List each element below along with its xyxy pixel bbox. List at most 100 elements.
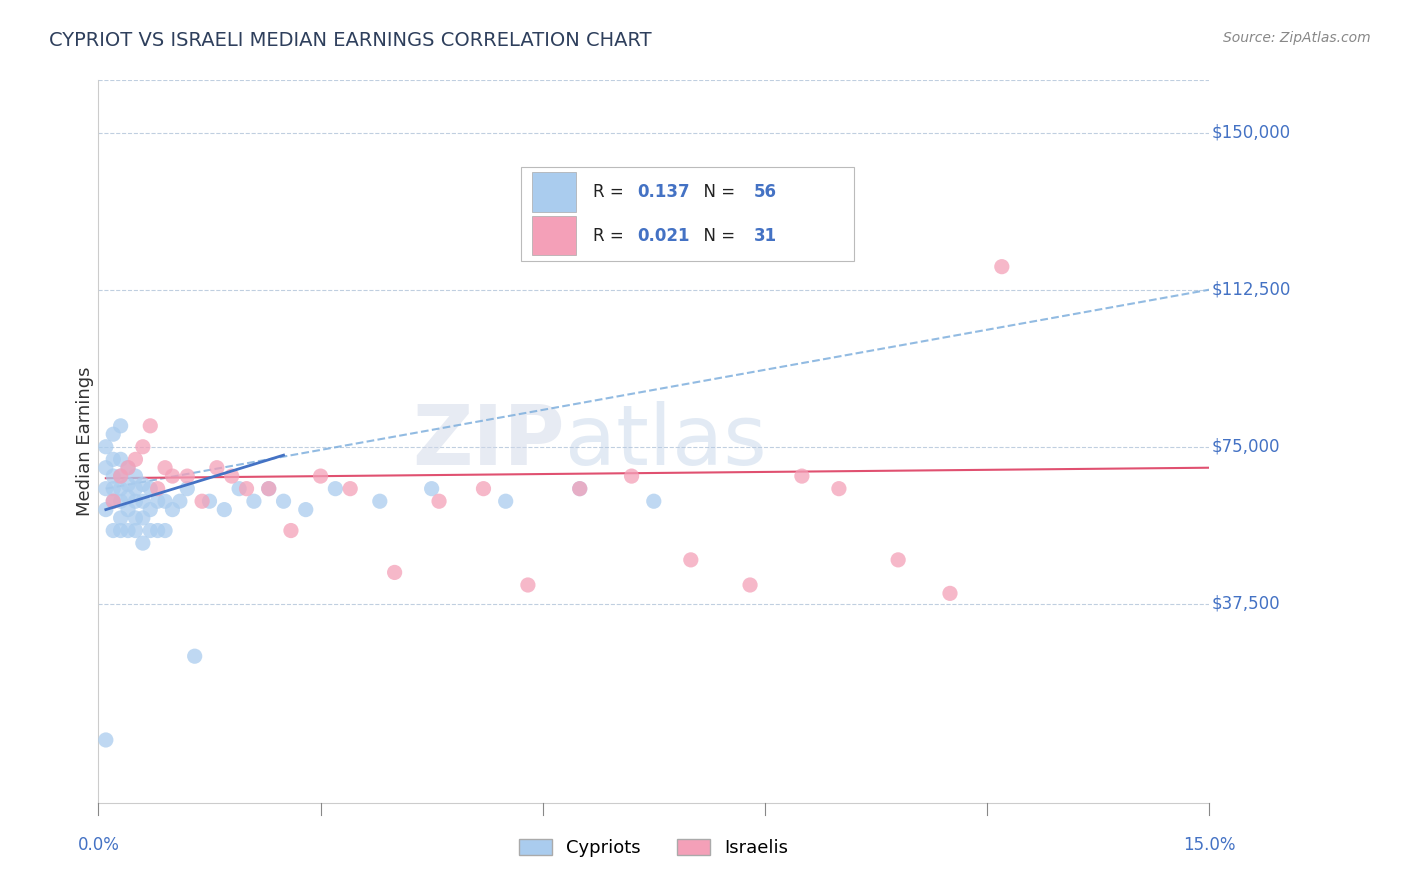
Point [235,482,257,496]
Point [146,524,169,538]
Point [132,536,155,550]
Text: ZIP: ZIP [412,401,565,482]
Text: R =: R = [593,227,628,244]
Point [568,482,591,496]
Text: 0.137: 0.137 [637,183,690,202]
Point [790,469,813,483]
Point [146,494,169,508]
Point [124,494,146,508]
Point [124,452,146,467]
Text: 31: 31 [754,227,778,244]
Point [117,524,139,538]
Point [103,427,125,442]
Point [887,553,910,567]
Point [103,494,125,508]
Point [153,524,176,538]
Point [94,460,117,475]
Point [384,566,406,580]
FancyBboxPatch shape [520,167,853,260]
Point [124,524,146,538]
Text: Median Earnings: Median Earnings [76,367,94,516]
Point [94,440,117,454]
Point [169,494,191,508]
Point [516,578,538,592]
Point [214,502,236,516]
Point [339,482,361,496]
Point [643,494,665,508]
Point [103,524,125,538]
Point [991,260,1014,274]
Point [124,469,146,483]
Point [110,482,132,496]
Text: 56: 56 [754,183,776,202]
Point [110,511,132,525]
Point [117,460,139,475]
Point [280,524,302,538]
Point [205,460,228,475]
Point [103,452,125,467]
Point [117,477,139,491]
Point [139,482,162,496]
FancyBboxPatch shape [531,216,576,255]
Point [110,452,132,467]
Text: Source: ZipAtlas.com: Source: ZipAtlas.com [1223,31,1371,45]
Point [679,553,702,567]
Text: 15.0%: 15.0% [1182,837,1236,855]
Point [103,482,125,496]
Point [420,482,443,496]
Point [427,494,450,508]
Point [221,469,243,483]
Point [738,578,761,592]
Legend: Cypriots, Israelis: Cypriots, Israelis [510,830,797,866]
FancyBboxPatch shape [531,172,576,212]
Point [110,418,132,433]
Point [198,494,221,508]
Text: 0.021: 0.021 [637,227,689,244]
Point [110,494,132,508]
Point [309,469,332,483]
Point [94,502,117,516]
Point [132,477,155,491]
Text: CYPRIOT VS ISRAELI MEDIAN EARNINGS CORRELATION CHART: CYPRIOT VS ISRAELI MEDIAN EARNINGS CORRE… [49,31,652,50]
Point [568,482,591,496]
Point [162,502,184,516]
Text: $37,500: $37,500 [1212,595,1279,613]
Text: atlas: atlas [565,401,766,482]
Point [94,482,117,496]
Point [103,469,125,483]
Point [132,440,155,454]
Point [117,490,139,504]
Point [132,494,155,508]
Point [94,733,117,747]
Point [368,494,391,508]
Point [117,502,139,516]
Point [243,494,266,508]
Point [495,494,517,508]
Point [146,482,169,496]
Point [472,482,495,496]
Point [828,482,851,496]
Text: R =: R = [593,183,628,202]
Point [132,511,155,525]
Text: N =: N = [693,227,740,244]
Text: $150,000: $150,000 [1212,124,1291,142]
Point [939,586,962,600]
Point [139,524,162,538]
Point [110,469,132,483]
Point [620,469,643,483]
Point [257,482,280,496]
Point [139,502,162,516]
Point [176,482,198,496]
Point [124,482,146,496]
Point [228,482,250,496]
Point [191,494,214,508]
Point [110,524,132,538]
Text: $112,500: $112,500 [1212,281,1291,299]
Point [162,469,184,483]
Text: N =: N = [693,183,740,202]
Point [183,649,205,664]
Point [139,418,162,433]
Point [273,494,295,508]
Point [257,482,280,496]
Text: $75,000: $75,000 [1212,438,1279,456]
